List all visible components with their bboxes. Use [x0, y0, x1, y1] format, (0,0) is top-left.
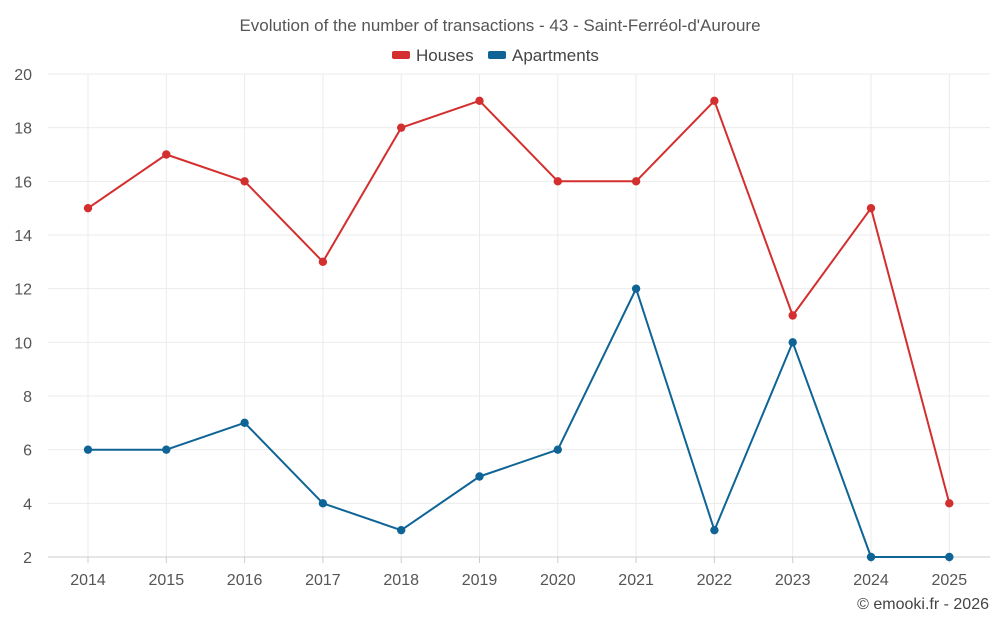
data-point-apartments-2023[interactable] — [788, 338, 797, 347]
data-point-houses-2023[interactable] — [788, 311, 797, 320]
data-point-houses-2017[interactable] — [318, 257, 328, 267]
series-layer — [83, 96, 954, 562]
y-tick-label: 18 — [14, 121, 32, 138]
x-axis: 2014 2015 2016 2017 2018 2019 2020 2021 2022 2023… — [48, 556, 990, 589]
data-point-apartments-2015[interactable] — [162, 445, 171, 454]
y-tick-label: 16 — [14, 174, 32, 191]
legend-label: Houses — [416, 46, 474, 65]
data-point-houses-2018[interactable] — [397, 123, 406, 132]
x-tick-label: 2017 — [305, 572, 341, 589]
data-point-houses-2014[interactable] — [83, 203, 93, 213]
series-houses — [83, 96, 954, 508]
legend-swatch — [392, 51, 410, 59]
x-tick-label: 2019 — [462, 572, 498, 589]
y-tick-label: 4 — [23, 496, 32, 513]
y-tick-label: 6 — [23, 443, 32, 460]
y-tick-label: 14 — [14, 228, 32, 245]
data-point-apartments-2016[interactable] — [240, 418, 249, 428]
series-line-houses — [87, 99, 951, 504]
x-tick-label: 2023 — [775, 572, 811, 589]
data-point-houses-2021[interactable] — [631, 177, 641, 186]
legend-item-houses[interactable]: Houses — [392, 46, 474, 65]
legend-swatch — [488, 51, 506, 59]
y-tick-label: 10 — [14, 335, 32, 352]
chart-title: Evolution of the number of transactions … — [239, 16, 760, 35]
data-point-apartments-2014[interactable] — [83, 445, 93, 454]
y-axis: 2 4 6 8 10 12 14 16 18 20 — [14, 67, 32, 567]
x-tick-label: 2025 — [932, 572, 968, 589]
x-tick-label: 2021 — [618, 572, 654, 589]
data-point-houses-2025[interactable] — [945, 499, 954, 508]
data-point-houses-2024[interactable] — [866, 203, 876, 213]
data-point-apartments-2018[interactable] — [397, 525, 406, 535]
x-tick-label: 2018 — [383, 572, 419, 589]
x-tick-label: 2015 — [149, 572, 185, 589]
x-tick-label: 2022 — [697, 572, 733, 589]
y-tick-label: 8 — [23, 389, 32, 406]
x-tick-label: 2024 — [853, 572, 889, 589]
legend: Houses Apartments — [392, 46, 599, 65]
data-point-houses-2016[interactable] — [240, 177, 249, 186]
data-point-houses-2015[interactable] — [162, 150, 171, 159]
legend-label: Apartments — [512, 46, 599, 65]
data-point-apartments-2025[interactable] — [945, 552, 954, 562]
y-tick-label: 2 — [23, 550, 32, 567]
data-point-apartments-2019[interactable] — [475, 472, 484, 481]
data-point-apartments-2024[interactable] — [866, 552, 876, 562]
x-tick-label: 2020 — [540, 572, 576, 589]
grid — [48, 73, 990, 558]
data-point-apartments-2022[interactable] — [710, 525, 719, 535]
x-tick-label: 2014 — [70, 572, 106, 589]
data-point-apartments-2021[interactable] — [631, 284, 641, 293]
y-tick-label: 20 — [14, 67, 32, 84]
credit-text: © emooki.fr - 2026 — [857, 596, 989, 613]
data-point-houses-2019[interactable] — [475, 96, 484, 106]
series-apartments — [83, 284, 954, 562]
data-point-houses-2022[interactable] — [710, 96, 719, 106]
data-point-apartments-2020[interactable] — [553, 445, 562, 454]
y-tick-label: 12 — [14, 282, 32, 299]
series-line-apartments — [88, 287, 950, 558]
legend-item-apartments[interactable]: Apartments — [488, 46, 599, 65]
data-point-houses-2020[interactable] — [553, 177, 562, 186]
x-tick-label: 2016 — [227, 572, 263, 589]
data-point-apartments-2017[interactable] — [318, 499, 328, 508]
